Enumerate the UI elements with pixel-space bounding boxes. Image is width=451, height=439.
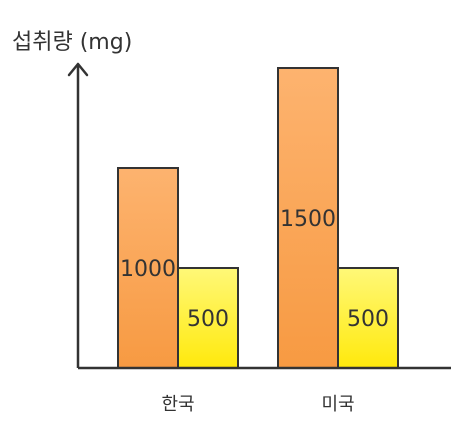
bars-group <box>117 67 399 369</box>
y-axis-label: 섭취량 (mg) <box>12 30 132 55</box>
bar-미국-2 <box>337 267 399 369</box>
bar-value-label: 500 <box>187 307 229 332</box>
x-tick-label: 미국 <box>321 394 354 415</box>
bar-한국-1 <box>117 167 179 369</box>
bar-value-label: 500 <box>347 307 389 332</box>
bar-미국-1 <box>277 67 339 369</box>
bar-value-label: 1000 <box>120 257 176 282</box>
labels-group: 1000 500 한국 1500 500 미국 <box>120 207 389 415</box>
x-tick-label: 한국 <box>161 394 194 415</box>
bar-value-label: 1500 <box>280 207 336 232</box>
y-axis-arrow-icon <box>67 62 89 77</box>
bar-한국-2 <box>177 267 239 369</box>
